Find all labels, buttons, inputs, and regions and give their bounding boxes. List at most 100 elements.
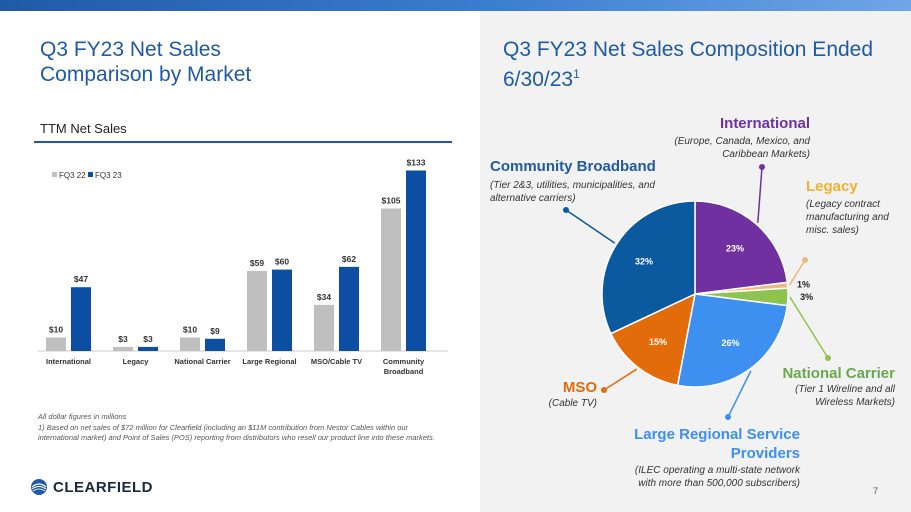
legacy-callout-title: Legacy bbox=[806, 178, 858, 195]
page-number: 7 bbox=[873, 486, 879, 496]
leader-dot-large-regional-service-providers bbox=[725, 414, 731, 420]
subtitle-divider bbox=[34, 141, 452, 143]
leader-line-national-carrier bbox=[789, 296, 829, 359]
international-desc-line1: (Europe, Canada, Mexico, and bbox=[674, 136, 810, 147]
pie-slice-mso bbox=[609, 292, 697, 387]
pie-percent-national-carrier: 3% bbox=[800, 292, 813, 302]
bar-fq3-23-mso-cable-tv bbox=[339, 266, 359, 351]
legacy-desc-line3: misc. sales) bbox=[806, 225, 859, 236]
large-regional-callout-title: Large Regional Service Providers bbox=[600, 425, 800, 463]
clearfield-globe-icon bbox=[31, 479, 47, 495]
community-desc-line2: alternative carriers) bbox=[490, 193, 576, 204]
bar-fq3-22-national-carrier bbox=[180, 337, 200, 351]
leader-line-large-regional-service-providers bbox=[727, 370, 752, 418]
pie-percent-international: 23% bbox=[726, 244, 744, 254]
bar-label-fq3-23-national-carrier: $9 bbox=[210, 326, 220, 336]
leader-dot-community-broadband bbox=[563, 207, 569, 213]
bar-label-fq3-23-community-broadband: $133 bbox=[407, 158, 426, 168]
x-tick-label-national-carrier: National Carrier bbox=[174, 357, 230, 366]
left-title-line1: Q3 FY23 Net Sales bbox=[40, 38, 221, 61]
x-axis-labels: International Legacy National Carrier Large… bbox=[46, 357, 425, 376]
bar-fq3-23-community-broadband bbox=[406, 170, 426, 351]
national-carrier-callout-desc: (Tier 1 Wireline and all Wireless Market… bbox=[760, 383, 895, 409]
pie-chart: 23% 1% 3% 26% 15% 32% bbox=[563, 164, 831, 420]
chart-subtitle: TTM Net Sales bbox=[40, 121, 127, 136]
large-title-line2: Providers bbox=[730, 445, 800, 462]
community-desc-line1: (Tier 2&3, utilities, municipalities, an… bbox=[490, 180, 655, 191]
chart-legend: FQ3 22 FQ3 23 bbox=[52, 171, 122, 180]
bar-label-fq3-22-national-carrier: $10 bbox=[183, 324, 197, 334]
mso-callout-desc: (Cable TV) bbox=[548, 398, 597, 409]
bar-fq3-23-large-regional bbox=[272, 269, 292, 351]
pie-percent-labels: 23% 1% 3% 26% 15% 32% bbox=[635, 244, 813, 348]
large-title-line1: Large Regional Service bbox=[634, 426, 800, 443]
national-desc-line2: Wireless Markets) bbox=[815, 397, 895, 408]
pie-slice-large-regional-service-providers bbox=[676, 293, 789, 388]
legacy-desc-line2: manufacturing and bbox=[806, 212, 889, 223]
leader-line-community-broadband bbox=[565, 209, 616, 244]
pie-percent-community-broadband: 32% bbox=[635, 257, 653, 267]
leader-line-legacy bbox=[788, 259, 806, 286]
national-carrier-callout-title: National Carrier bbox=[782, 365, 895, 382]
pie-slices bbox=[601, 200, 789, 388]
leader-dot-legacy bbox=[802, 257, 808, 263]
top-accent-bar bbox=[0, 0, 911, 11]
right-title-footnote-ref: 1 bbox=[573, 67, 580, 81]
bar-label-fq3-22-community-broadband: $105 bbox=[382, 196, 401, 206]
bar-fq3-23-national-carrier bbox=[205, 338, 225, 351]
leader-dot-international bbox=[759, 164, 765, 170]
bar-fq3-22-mso-cable-tv bbox=[314, 304, 334, 351]
bar-fq3-23-international bbox=[71, 287, 91, 351]
bar-label-fq3-22-mso-cable-tv: $34 bbox=[317, 292, 331, 302]
footnote-line1: All dollar figures in millions bbox=[38, 412, 127, 421]
pie-percent-large-regional-service-providers: 26% bbox=[722, 338, 740, 348]
x-tick-label-community-broadband-1: Community bbox=[383, 357, 425, 366]
right-title-line1: Q3 FY23 Net Sales Composition Ended bbox=[503, 38, 874, 61]
bar-fq3-22-legacy bbox=[113, 346, 133, 351]
international-desc-line2: Caribbean Markets) bbox=[722, 149, 810, 160]
legacy-desc-line1: (Legacy contract bbox=[806, 199, 880, 210]
x-tick-label-large-regional: Large Regional bbox=[242, 357, 296, 366]
community-callout-title: Community Broadband bbox=[490, 158, 656, 175]
bar-series-group: $10 $47 $3 $3 $10 $9 $59 $60 $34 $62 $105 $133 bbox=[46, 158, 426, 351]
x-tick-label-legacy: Legacy bbox=[123, 357, 150, 366]
leader-dot-mso bbox=[601, 387, 607, 393]
legend-swatch-fq3-22 bbox=[52, 172, 57, 177]
large-desc-line2: with more than 500,000 subscribers) bbox=[638, 478, 800, 489]
x-tick-label-mso-cable-tv: MSO/Cable TV bbox=[311, 357, 362, 366]
bar-label-fq3-23-mso-cable-tv: $62 bbox=[342, 254, 356, 264]
leader-dot-national-carrier bbox=[825, 355, 831, 361]
large-regional-callout-desc: (ILEC operating a multi-state network wi… bbox=[590, 464, 800, 490]
pie-leader-lines bbox=[563, 164, 831, 420]
bar-chart: FQ3 22 FQ3 23 $10 $47 $3 $3 $10 $9 $59 $60 $34 $6… bbox=[38, 158, 448, 376]
bar-label-fq3-22-legacy: $3 bbox=[118, 334, 128, 344]
bar-label-fq3-23-legacy: $3 bbox=[143, 334, 153, 344]
left-title: Q3 FY23 Net Sales Comparison by Market bbox=[40, 37, 251, 87]
legend-label-fq3-23: FQ3 23 bbox=[95, 171, 122, 180]
pie-slice-international bbox=[694, 200, 789, 295]
legend-label-fq3-22: FQ3 22 bbox=[59, 171, 86, 180]
logo-text: CLEARFIELD bbox=[53, 478, 153, 496]
mso-callout-title: MSO bbox=[562, 379, 597, 396]
leader-line-international bbox=[757, 166, 763, 223]
international-callout-title: International bbox=[719, 115, 810, 132]
footnote: All dollar figures in millions 1) Based … bbox=[38, 412, 448, 444]
x-tick-label-community-broadband-2: Broadband bbox=[384, 367, 424, 376]
pie-percent-mso: 15% bbox=[649, 337, 667, 347]
community-callout-desc: (Tier 2&3, utilities, municipalities, an… bbox=[490, 179, 680, 205]
leader-line-mso bbox=[603, 368, 638, 391]
legacy-callout-desc: (Legacy contract manufacturing and misc.… bbox=[806, 198, 906, 237]
international-callout-desc: (Europe, Canada, Mexico, and Caribbean M… bbox=[650, 135, 810, 161]
bar-label-fq3-22-international: $10 bbox=[49, 324, 63, 334]
bar-label-fq3-23-international: $47 bbox=[74, 274, 88, 284]
left-title-line2: Comparison by Market bbox=[40, 63, 252, 86]
legend-swatch-fq3-23 bbox=[88, 172, 93, 177]
right-title-line2: 6/30/23 bbox=[503, 68, 574, 91]
bar-label-fq3-23-large-regional: $60 bbox=[275, 257, 289, 267]
pie-percent-legacy: 1% bbox=[797, 280, 810, 290]
bar-fq3-22-international bbox=[46, 337, 66, 351]
large-desc-line1: (ILEC operating a multi-state network bbox=[634, 465, 800, 476]
pie-slice-community-broadband bbox=[601, 200, 696, 335]
bar-fq3-23-legacy bbox=[138, 346, 158, 351]
bar-label-fq3-22-large-regional: $59 bbox=[250, 258, 264, 268]
